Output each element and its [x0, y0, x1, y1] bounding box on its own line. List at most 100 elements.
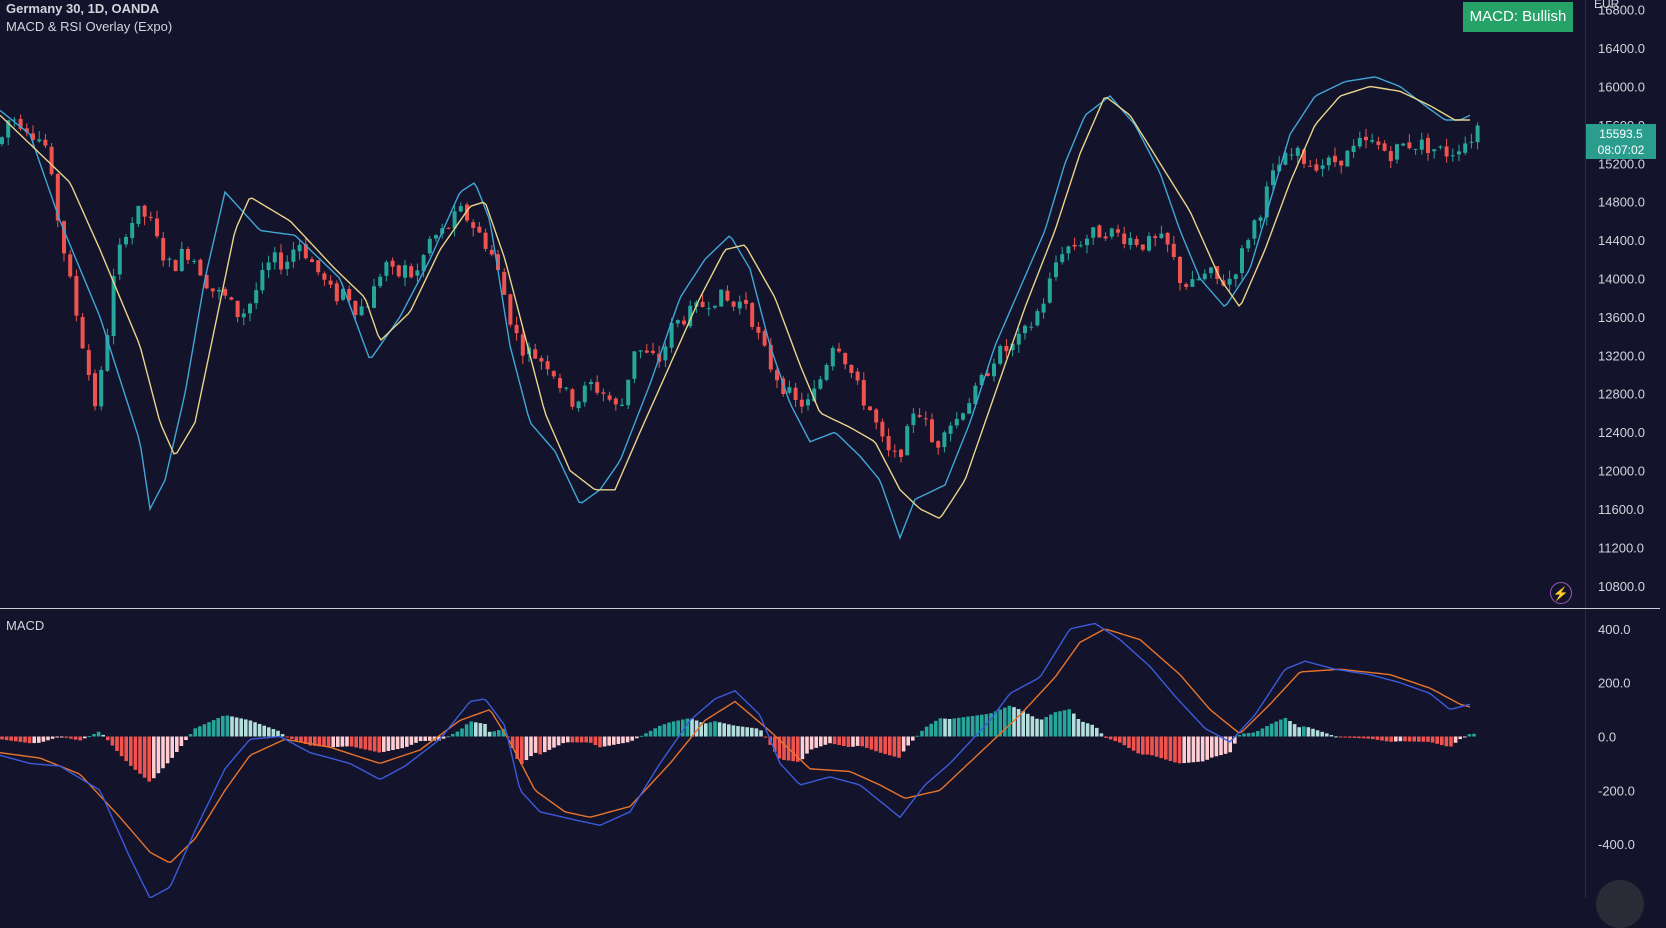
candle-body	[155, 218, 159, 237]
macd-histogram-bar	[1228, 736, 1232, 753]
macd-signal-line	[0, 628, 1471, 863]
macd-histogram-bar	[313, 736, 317, 746]
macd-histogram-bar	[0, 736, 4, 740]
macd-histogram-bar	[901, 736, 906, 752]
candle-body	[1184, 284, 1189, 287]
candle-series	[0, 114, 1480, 463]
macd-histogram-bar	[777, 736, 782, 759]
macd-histogram-bar	[326, 736, 331, 748]
macd-histogram-bar	[566, 736, 570, 743]
pane-separator[interactable]	[0, 608, 1660, 609]
macd-histogram-bar	[340, 736, 345, 747]
macd-histogram-bar	[368, 736, 372, 751]
candle-body	[1085, 238, 1089, 246]
macd-histogram-bar	[418, 736, 423, 742]
macd-histogram-bar	[616, 736, 621, 744]
symbol-title[interactable]: Germany 30, 1D, OANDA	[6, 1, 160, 16]
candle-body	[1413, 148, 1418, 150]
macd-histogram-bar	[1426, 736, 1430, 742]
candle-body	[136, 205, 141, 224]
candle-body	[86, 350, 91, 375]
macd-histogram-bar	[1403, 736, 1407, 742]
macd-histogram-bar	[1122, 736, 1127, 746]
candle-body	[830, 348, 835, 367]
macd-histogram-bar	[179, 736, 184, 747]
macd-histogram-bar	[1219, 736, 1223, 756]
macd-histogram-bar	[478, 723, 483, 737]
candle-body	[341, 288, 345, 300]
candle-body	[465, 204, 469, 221]
macd-histogram-bar	[805, 736, 809, 754]
candle-body	[756, 326, 761, 333]
candle-body	[713, 305, 717, 308]
candle-body	[396, 265, 401, 277]
macd-tick-label: 400.0	[1598, 622, 1631, 637]
macd-histogram-bar	[1292, 724, 1297, 737]
macd-histogram-bar	[32, 736, 36, 744]
macd-histogram-bar	[1136, 736, 1140, 754]
macd-histogram-bar	[740, 726, 745, 737]
macd-histogram-bar	[1026, 713, 1030, 737]
macd-histogram-bar	[1302, 726, 1306, 737]
macd-histogram-bar	[437, 736, 441, 741]
macd-histogram-bar	[1164, 736, 1168, 760]
macd-histogram	[0, 705, 1476, 782]
macd-histogram-bar	[533, 736, 538, 753]
macd-histogram-bar	[639, 735, 644, 737]
macd-histogram-bar	[911, 736, 915, 741]
last-price-tag: 15593.5 08:07:02	[1586, 124, 1656, 159]
macd-histogram-bar	[428, 736, 432, 741]
indicator-title[interactable]: MACD & RSI Overlay (Expo)	[6, 19, 173, 34]
candle-body	[558, 378, 562, 389]
candle-body	[799, 399, 804, 407]
currency-label: EUR	[1594, 0, 1620, 11]
macd-histogram-bar	[570, 736, 575, 743]
macd-histogram-bar	[1458, 736, 1462, 740]
macd-histogram-bar	[869, 736, 874, 750]
candle-body	[930, 419, 934, 443]
candle-body	[1295, 147, 1300, 156]
macd-histogram-bar	[625, 736, 630, 743]
candle-body	[477, 226, 482, 233]
lightning-icon[interactable]: ⚡	[1550, 582, 1572, 604]
candle-body	[1289, 154, 1294, 156]
macd-histogram-bar	[1440, 736, 1444, 746]
macd-histogram-bar	[731, 725, 736, 737]
macd-histogram-bar	[1141, 736, 1145, 755]
candle-body	[843, 353, 848, 365]
macd-histogram-bar	[1039, 719, 1044, 737]
macd-histogram-bar	[1311, 728, 1315, 737]
candle-body	[570, 389, 575, 407]
corner-button[interactable]	[1596, 880, 1644, 928]
candle-body	[1153, 236, 1158, 238]
macd-histogram-bar	[345, 736, 349, 747]
candle-body	[632, 351, 637, 379]
candle-body	[130, 222, 135, 239]
macd-histogram-bar	[119, 736, 124, 757]
macd-histogram-bar	[1430, 736, 1435, 743]
candle-body	[1190, 279, 1195, 287]
macd-histogram-bar	[253, 722, 257, 737]
candle-body	[452, 211, 457, 229]
macd-pane-title[interactable]: MACD	[6, 618, 45, 633]
macd-histogram-bar	[211, 720, 216, 737]
candle-body	[266, 262, 271, 271]
macd-histogram-bar	[142, 736, 147, 778]
macd-histogram-bar	[878, 736, 883, 753]
macd-histogram-bar	[1003, 707, 1007, 737]
macd-histogram-bar	[1449, 736, 1453, 747]
candle-body	[626, 379, 631, 406]
macd-histogram-bar	[414, 736, 418, 743]
macd-histogram-bar	[96, 731, 101, 737]
candle-body	[384, 262, 389, 276]
macd-histogram-bar	[1053, 712, 1058, 737]
macd-histogram-bar	[9, 736, 13, 741]
candle-body	[1078, 245, 1083, 247]
candle-body	[663, 346, 668, 361]
candle-body	[62, 221, 66, 254]
candle-body	[954, 418, 959, 426]
macd-histogram-bar	[782, 736, 786, 760]
macd-histogram-bar	[699, 722, 703, 737]
macd-histogram-bar	[257, 723, 262, 737]
macd-histogram-bar	[1260, 728, 1265, 737]
